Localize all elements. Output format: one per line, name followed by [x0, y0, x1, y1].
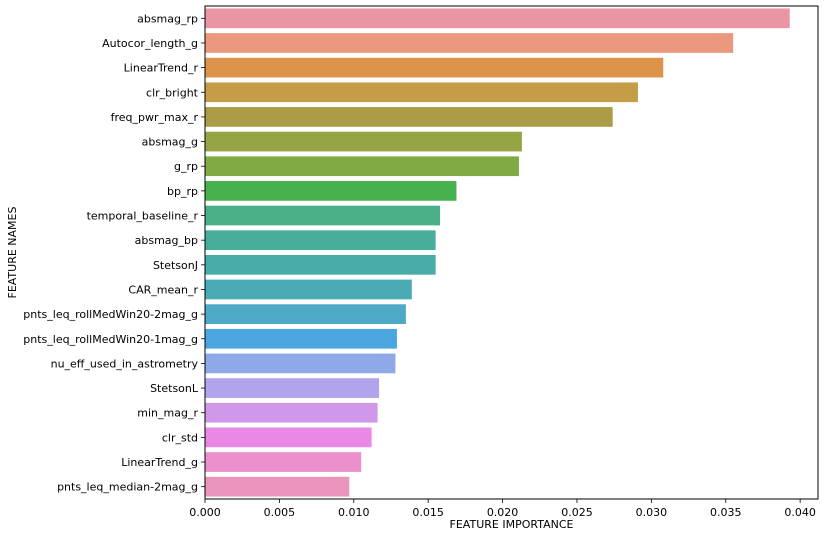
bar-absmag_g — [205, 131, 522, 152]
y-tick-label: freq_pwr_max_r — [111, 111, 199, 124]
bar-min_mag_r — [205, 402, 378, 423]
y-tick-label: absmag_bp — [135, 234, 198, 247]
y-axis-label: FEATURE NAMES — [6, 206, 19, 298]
y-tick-label: nu_eff_used_in_astrometry — [51, 357, 199, 370]
bar-pnts_leq_rollMedWin20-2mag_g — [205, 304, 406, 324]
bar-bp_rp — [205, 181, 457, 201]
y-tick-label: absmag_g — [142, 136, 198, 149]
y-tick-label: bp_rp — [167, 185, 198, 198]
y-tick-label: absmag_rp — [137, 12, 198, 25]
y-tick-label: pnts_leq_rollMedWin20-1mag_g — [23, 333, 198, 346]
x-tick-label: 0.000 — [189, 506, 221, 519]
x-ticks: 0.000 0.005 0.010 0.015 0.020 0.025 0.030 0.035… — [189, 499, 816, 519]
x-tick-label: 0.025 — [561, 506, 593, 519]
y-tick-label: Autocor_length_g — [102, 37, 198, 50]
bar-nu_eff_used_in_astrometry — [205, 353, 396, 374]
bar-LinearTrend_r — [205, 57, 664, 78]
y-tick-label: min_mag_r — [137, 407, 198, 420]
plot-frame — [204, 5, 819, 500]
x-tick-label: 0.005 — [264, 506, 296, 519]
y-tick-label: g_rp — [174, 160, 198, 173]
bar-clr_std — [205, 427, 372, 448]
bar-freq_pwr_max_r — [205, 107, 613, 127]
bar-g_rp — [205, 156, 519, 177]
y-tick-label: LinearTrend_g — [121, 456, 198, 469]
bar-CAR_mean_r — [205, 279, 412, 300]
bar-clr_bright — [205, 82, 638, 103]
x-axis-label: FEATURE IMPORTANCE — [450, 518, 574, 531]
x-tick-label: 0.035 — [710, 506, 742, 519]
x-tick-label: 0.015 — [412, 506, 444, 519]
y-tick-label: pnts_leq_median-2mag_g — [57, 481, 198, 494]
y-tick-label: clr_std — [162, 431, 198, 444]
bar-StetsonJ — [205, 254, 436, 275]
y-tick-label: clr_bright — [146, 86, 199, 99]
bar-pnts_leq_rollMedWin20-1mag_g — [205, 328, 397, 349]
y-tick-label: CAR_mean_r — [128, 283, 198, 296]
x-tick-label: 0.010 — [338, 506, 370, 519]
bar-temporal_baseline_r — [205, 205, 441, 226]
y-tick-label: LinearTrend_r — [124, 62, 199, 75]
bar-LinearTrend_g — [205, 452, 362, 472]
y-tick-label: StetsonJ — [153, 259, 198, 272]
bar-absmag_bp — [205, 230, 436, 251]
bar-StetsonL — [205, 378, 380, 398]
y-tick-labels: absmag_rp Autocor_length_g LinearTrend_rcl… — [23, 12, 205, 494]
bar-absmag_rp — [205, 8, 790, 29]
bar-pnts_leq_median-2mag_g — [205, 476, 350, 497]
x-tick-label: 0.020 — [487, 506, 519, 519]
x-tick-label: 0.040 — [784, 506, 816, 519]
y-tick-label: temporal_baseline_r — [87, 210, 199, 223]
bars-group — [205, 8, 790, 497]
x-tick-label: 0.030 — [636, 506, 668, 519]
y-tick-label: StetsonL — [150, 382, 199, 395]
bar-Autocor_length_g — [205, 33, 734, 53]
y-tick-label: pnts_leq_rollMedWin20-2mag_g — [23, 308, 198, 321]
